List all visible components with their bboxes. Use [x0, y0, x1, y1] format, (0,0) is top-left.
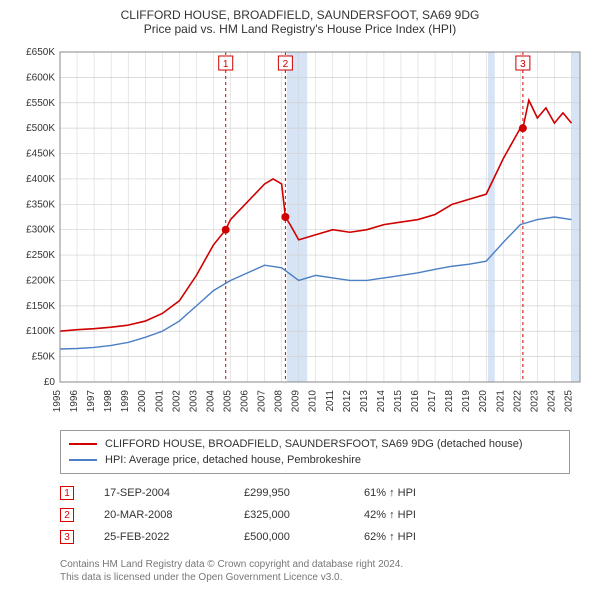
svg-text:2011: 2011 [325, 390, 336, 412]
svg-text:£400K: £400K [26, 174, 55, 185]
svg-text:£600K: £600K [26, 72, 55, 83]
svg-text:2024: 2024 [546, 390, 557, 413]
table-row: 2 20-MAR-2008 £325,000 42% ↑ HPI [60, 504, 570, 526]
legend-label: CLIFFORD HOUSE, BROADFIELD, SAUNDERSFOOT… [105, 438, 523, 450]
footer: Contains HM Land Registry data © Crown c… [60, 558, 590, 584]
chart-area: £0 £50K £100K £150K £200K £250K £300K £350K £400… [10, 42, 590, 422]
svg-text:£550K: £550K [26, 98, 55, 109]
svg-text:1999: 1999 [120, 390, 131, 413]
svg-text:£350K: £350K [26, 199, 55, 210]
svg-text:£100K: £100K [26, 326, 55, 337]
svg-text:1: 1 [223, 59, 229, 70]
legend-item-property: CLIFFORD HOUSE, BROADFIELD, SAUNDERSFOOT… [69, 436, 561, 452]
chart-title: CLIFFORD HOUSE, BROADFIELD, SAUNDERSFOOT… [10, 8, 590, 22]
svg-text:2012: 2012 [342, 390, 353, 413]
svg-text:2007: 2007 [257, 390, 268, 413]
sale-price: £500,000 [244, 531, 334, 543]
svg-text:1996: 1996 [69, 390, 80, 413]
svg-text:£0: £0 [44, 377, 56, 388]
svg-text:2020: 2020 [478, 390, 489, 413]
svg-text:2017: 2017 [427, 390, 438, 413]
sale-price: £325,000 [244, 509, 334, 521]
svg-text:£650K: £650K [26, 47, 55, 58]
chart-subtitle: Price paid vs. HM Land Registry's House … [10, 22, 590, 36]
svg-text:£300K: £300K [26, 225, 55, 236]
sale-date: 17-SEP-2004 [104, 487, 214, 499]
svg-text:2019: 2019 [461, 390, 472, 413]
svg-text:£500K: £500K [26, 123, 55, 134]
svg-text:1997: 1997 [86, 390, 97, 413]
legend: CLIFFORD HOUSE, BROADFIELD, SAUNDERSFOOT… [60, 430, 570, 474]
table-row: 3 25-FEB-2022 £500,000 62% ↑ HPI [60, 526, 570, 548]
legend-swatch-property [69, 443, 97, 445]
legend-swatch-hpi [69, 459, 97, 461]
svg-text:£50K: £50K [32, 352, 56, 363]
table-row: 1 17-SEP-2004 £299,950 61% ↑ HPI [60, 482, 570, 504]
sale-marker-badge: 3 [60, 530, 74, 544]
sale-delta: 42% ↑ HPI [364, 509, 464, 521]
sale-date: 20-MAR-2008 [104, 509, 214, 521]
svg-text:2013: 2013 [359, 390, 370, 413]
svg-text:£250K: £250K [26, 250, 55, 261]
sale-table: 1 17-SEP-2004 £299,950 61% ↑ HPI 2 20-MA… [60, 482, 570, 548]
svg-text:2009: 2009 [291, 390, 302, 413]
svg-text:2018: 2018 [444, 390, 455, 413]
sale-delta: 61% ↑ HPI [364, 487, 464, 499]
svg-text:2010: 2010 [308, 390, 319, 413]
sale-date: 25-FEB-2022 [104, 531, 214, 543]
svg-text:2: 2 [283, 59, 289, 70]
chart-container: CLIFFORD HOUSE, BROADFIELD, SAUNDERSFOOT… [0, 0, 600, 590]
legend-label: HPI: Average price, detached house, Pemb… [105, 454, 361, 466]
svg-text:2021: 2021 [495, 390, 506, 413]
svg-text:2003: 2003 [188, 390, 199, 413]
svg-text:2004: 2004 [205, 390, 216, 413]
svg-text:2008: 2008 [274, 390, 285, 413]
legend-item-hpi: HPI: Average price, detached house, Pemb… [69, 452, 561, 468]
svg-text:2006: 2006 [240, 390, 251, 413]
sale-marker-badge: 1 [60, 486, 74, 500]
svg-text:2002: 2002 [171, 390, 182, 413]
sale-delta: 62% ↑ HPI [364, 531, 464, 543]
svg-text:£150K: £150K [26, 301, 55, 312]
sale-price: £299,950 [244, 487, 334, 499]
svg-text:2000: 2000 [137, 390, 148, 413]
line-chart-svg: £0 £50K £100K £150K £200K £250K £300K £350K £400… [10, 42, 590, 422]
svg-text:2016: 2016 [410, 390, 421, 413]
svg-text:2005: 2005 [222, 390, 233, 413]
svg-text:2023: 2023 [529, 390, 540, 413]
footer-line: This data is licensed under the Open Gov… [60, 571, 590, 584]
svg-text:1998: 1998 [103, 390, 114, 413]
svg-text:2001: 2001 [154, 390, 165, 413]
svg-text:2014: 2014 [376, 390, 387, 413]
svg-text:2022: 2022 [512, 390, 523, 413]
svg-text:£200K: £200K [26, 275, 55, 286]
footer-line: Contains HM Land Registry data © Crown c… [60, 558, 590, 571]
svg-text:3: 3 [520, 59, 526, 70]
svg-text:£450K: £450K [26, 149, 55, 160]
svg-text:1995: 1995 [52, 390, 63, 413]
svg-text:2025: 2025 [563, 390, 574, 413]
svg-text:2015: 2015 [393, 390, 404, 413]
sale-marker-badge: 2 [60, 508, 74, 522]
